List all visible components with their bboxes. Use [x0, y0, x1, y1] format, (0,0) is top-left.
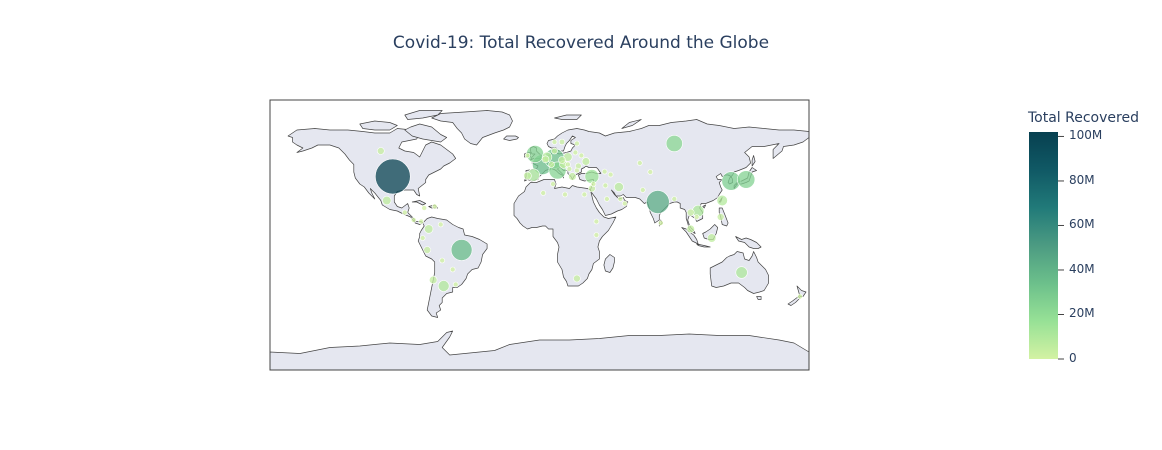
colorbar-tick-label: 100M	[1069, 128, 1103, 143]
country-bubble[interactable]	[578, 152, 585, 159]
colorbar-tick-label: 80M	[1069, 172, 1095, 187]
country-bubble[interactable]	[566, 166, 573, 172]
country-bubble[interactable]	[568, 172, 577, 181]
land-shape	[359, 120, 398, 131]
country-bubble[interactable]	[551, 139, 558, 145]
country-bubble[interactable]	[439, 257, 446, 264]
country-bubble[interactable]	[639, 187, 646, 193]
country-bubble[interactable]	[452, 281, 459, 288]
colorbar-tick-label: 60M	[1069, 217, 1095, 232]
country-bubble[interactable]	[450, 239, 473, 261]
country-bubble[interactable]	[437, 280, 450, 292]
country-bubble[interactable]	[523, 171, 532, 181]
country-bubble[interactable]	[686, 208, 695, 217]
country-bubble[interactable]	[449, 266, 456, 273]
country-bubble[interactable]	[374, 158, 411, 195]
land-shape	[524, 119, 810, 234]
country-bubble[interactable]	[581, 157, 591, 166]
country-bubble[interactable]	[693, 214, 700, 220]
country-bubble[interactable]	[419, 235, 426, 241]
country-bubble[interactable]	[424, 224, 434, 234]
colorbar-ticks	[1058, 135, 1064, 360]
country-bubble[interactable]	[735, 266, 748, 279]
colorbar	[1029, 132, 1058, 359]
country-bubble[interactable]	[716, 194, 728, 207]
country-bubble[interactable]	[621, 200, 628, 207]
land-shape	[702, 204, 707, 209]
country-bubble[interactable]	[573, 274, 581, 283]
country-bubble[interactable]	[572, 149, 579, 156]
country-bubble[interactable]	[645, 190, 670, 214]
country-bubble[interactable]	[410, 217, 417, 223]
land-shape	[287, 128, 457, 225]
land-shape	[513, 179, 617, 287]
chart-title: Covid-19: Total Recovered Around the Glo…	[392, 33, 770, 53]
country-bubble[interactable]	[584, 169, 600, 184]
country-bubble[interactable]	[558, 156, 566, 164]
country-bubble[interactable]	[614, 182, 624, 192]
country-bubble[interactable]	[437, 221, 444, 228]
country-bubble[interactable]	[540, 190, 547, 196]
country-bubble[interactable]	[418, 218, 425, 225]
country-bubble[interactable]	[382, 195, 392, 206]
country-bubble[interactable]	[581, 191, 588, 198]
country-bubble[interactable]	[376, 147, 385, 155]
country-bubble[interactable]	[551, 147, 558, 155]
country-bubble[interactable]	[593, 232, 600, 238]
country-bubble[interactable]	[671, 196, 678, 202]
country-bubble[interactable]	[524, 152, 531, 159]
country-bubble[interactable]	[707, 233, 717, 243]
country-bubble[interactable]	[797, 293, 803, 300]
country-bubble[interactable]	[590, 181, 597, 187]
land-shape	[756, 296, 762, 300]
country-bubble[interactable]	[636, 160, 643, 166]
land-shape	[404, 110, 443, 120]
bubble-layer[interactable]	[374, 135, 803, 300]
country-bubble[interactable]	[423, 246, 432, 254]
colorbar-tick-label: 20M	[1069, 306, 1095, 321]
country-bubble[interactable]	[558, 138, 566, 146]
country-bubble[interactable]	[574, 167, 580, 174]
country-bubble[interactable]	[665, 135, 683, 153]
colorbar-tick-label: 0	[1069, 351, 1077, 365]
country-bubble[interactable]	[541, 155, 550, 164]
land-shape	[735, 236, 762, 249]
land-shape	[603, 254, 615, 273]
country-bubble[interactable]	[429, 275, 438, 285]
country-bubble[interactable]	[562, 191, 568, 198]
land-shape	[751, 155, 756, 167]
country-bubble[interactable]	[736, 170, 756, 189]
country-bubble[interactable]	[421, 205, 428, 211]
country-bubble[interactable]	[686, 224, 695, 234]
country-bubble[interactable]	[431, 203, 438, 210]
land-shape	[269, 330, 810, 371]
country-bubble[interactable]	[617, 196, 624, 202]
country-bubble[interactable]	[548, 161, 555, 168]
country-bubble[interactable]	[601, 168, 608, 175]
country-bubble[interactable]	[604, 196, 610, 202]
country-bubble[interactable]	[657, 220, 664, 226]
land-shape	[431, 110, 513, 146]
land-shape	[404, 123, 448, 143]
country-bubble[interactable]	[550, 181, 556, 187]
country-bubble[interactable]	[607, 171, 614, 178]
land-shape	[411, 200, 427, 206]
country-bubble[interactable]	[602, 182, 609, 189]
colorbar-title: Total Recovered	[1028, 110, 1139, 126]
country-bubble[interactable]	[647, 169, 654, 175]
country-bubble[interactable]	[716, 213, 725, 221]
country-bubble[interactable]	[574, 140, 580, 147]
country-bubble[interactable]	[593, 218, 600, 225]
land-shape	[554, 114, 582, 120]
map-frame	[269, 99, 810, 371]
colorbar-tick-label: 40M	[1069, 261, 1095, 276]
land-shape	[503, 135, 519, 141]
land-shape	[696, 243, 711, 248]
land-shape	[621, 119, 642, 129]
country-bubble[interactable]	[401, 209, 408, 216]
